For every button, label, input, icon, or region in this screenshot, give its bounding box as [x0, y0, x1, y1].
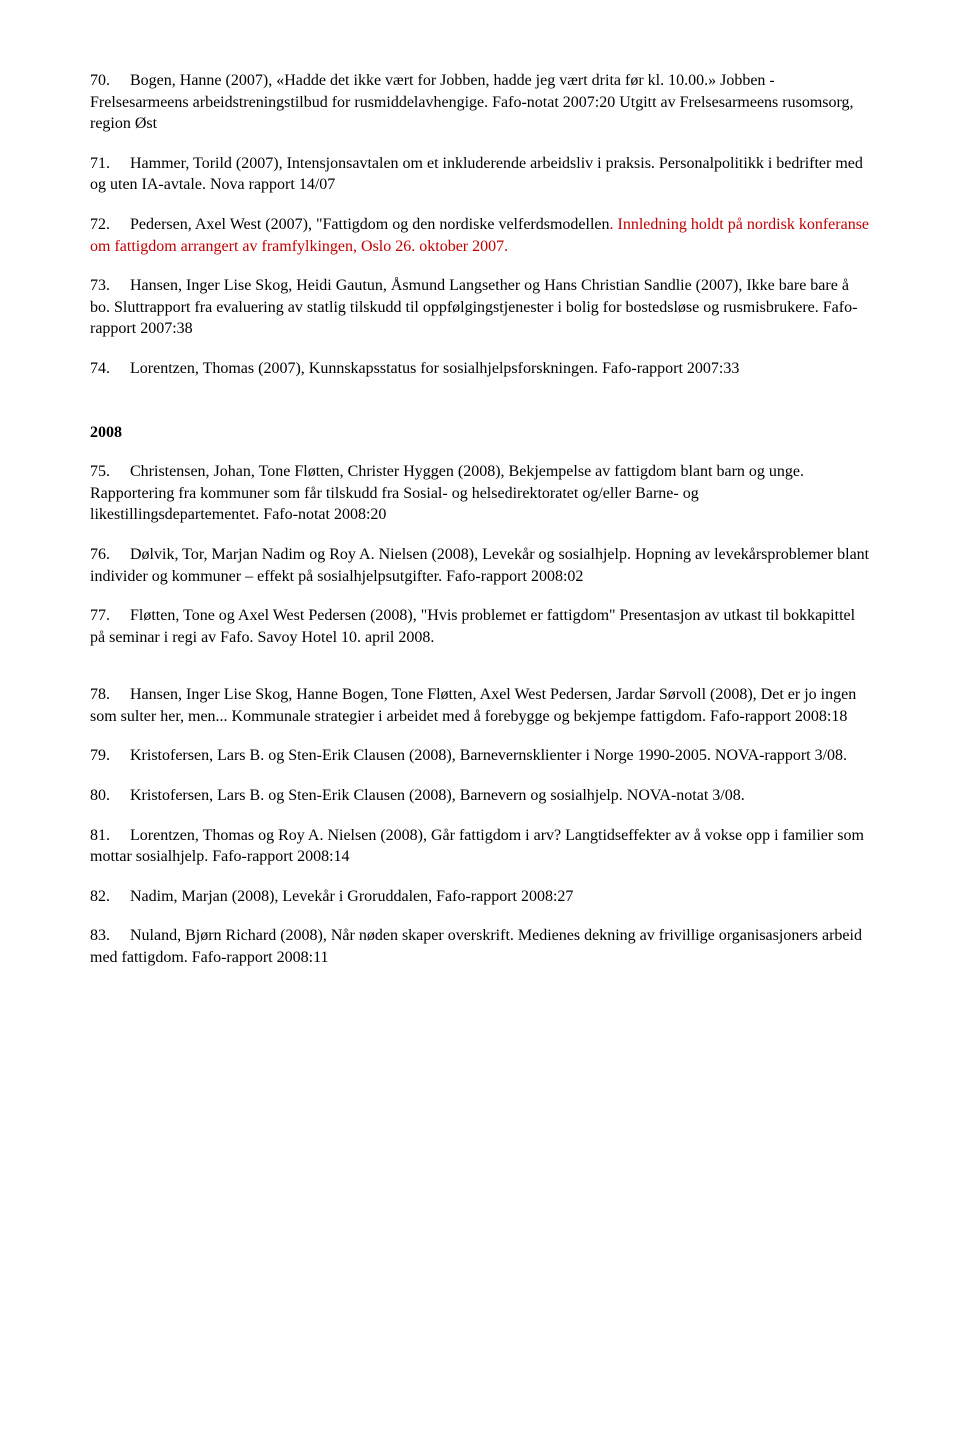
- entry-number: 76.: [90, 546, 110, 563]
- entry-text: Fløtten, Tone og Axel West Pedersen (200…: [90, 607, 855, 646]
- bib-entry: 83. Nuland, Bjørn Richard (2008), Når nø…: [90, 925, 870, 968]
- entry-number: 78.: [90, 686, 110, 703]
- entry-number: 77.: [90, 607, 110, 624]
- entry-number: 72.: [90, 216, 110, 233]
- bib-entry: 80. Kristofersen, Lars B. og Sten-Erik C…: [90, 785, 870, 807]
- entry-text: Dølvik, Tor, Marjan Nadim og Roy A. Niel…: [90, 546, 869, 585]
- year-heading: 2008: [90, 422, 870, 444]
- entry-text: Hammer, Torild (2007), Intensjonsavtalen…: [90, 155, 863, 194]
- bib-entry: 77. Fløtten, Tone og Axel West Pedersen …: [90, 605, 870, 648]
- bib-entry: 81. Lorentzen, Thomas og Roy A. Nielsen …: [90, 825, 870, 868]
- entry-number: 83.: [90, 927, 110, 944]
- entry-text: Lorentzen, Thomas (2007), Kunnskapsstatu…: [130, 360, 739, 377]
- entry-number: 79.: [90, 747, 110, 764]
- entry-text: Kristofersen, Lars B. og Sten-Erik Claus…: [130, 747, 847, 764]
- entry-number: 75.: [90, 463, 110, 480]
- bib-entry: 70. Bogen, Hanne (2007), «Hadde det ikke…: [90, 70, 870, 135]
- entry-number: 81.: [90, 827, 110, 844]
- bib-entry: 78. Hansen, Inger Lise Skog, Hanne Bogen…: [90, 684, 870, 727]
- bib-entry: 75. Christensen, Johan, Tone Fløtten, Ch…: [90, 461, 870, 526]
- entry-number: 73.: [90, 277, 110, 294]
- entry-text: Hansen, Inger Lise Skog, Heidi Gautun, Å…: [90, 277, 857, 337]
- bib-entry: 82. Nadim, Marjan (2008), Levekår i Gror…: [90, 886, 870, 908]
- entry-number: 82.: [90, 888, 110, 905]
- bib-entry: 79. Kristofersen, Lars B. og Sten-Erik C…: [90, 745, 870, 767]
- bib-entry: 71. Hammer, Torild (2007), Intensjonsavt…: [90, 153, 870, 196]
- bib-entry: 74. Lorentzen, Thomas (2007), Kunnskapss…: [90, 358, 870, 380]
- bib-entry: 73. Hansen, Inger Lise Skog, Heidi Gautu…: [90, 275, 870, 340]
- entry-text: Bogen, Hanne (2007), «Hadde det ikke vær…: [90, 72, 854, 132]
- entry-text: Nuland, Bjørn Richard (2008), Når nøden …: [90, 927, 862, 966]
- bib-entry: 72. Pedersen, Axel West (2007), "Fattigd…: [90, 214, 870, 257]
- entry-number: 80.: [90, 787, 110, 804]
- entry-number: 70.: [90, 72, 110, 89]
- entry-number: 74.: [90, 360, 110, 377]
- entry-number: 71.: [90, 155, 110, 172]
- entry-text: Christensen, Johan, Tone Fløtten, Christ…: [90, 463, 804, 523]
- entry-text: Pedersen, Axel West (2007), "Fattigdom o…: [130, 216, 610, 233]
- bib-entry: 76. Dølvik, Tor, Marjan Nadim og Roy A. …: [90, 544, 870, 587]
- entry-text: Kristofersen, Lars B. og Sten-Erik Claus…: [130, 787, 745, 804]
- entry-text: Hansen, Inger Lise Skog, Hanne Bogen, To…: [90, 686, 856, 725]
- entry-text: Lorentzen, Thomas og Roy A. Nielsen (200…: [90, 827, 864, 866]
- entry-text: Nadim, Marjan (2008), Levekår i Grorudda…: [130, 888, 573, 905]
